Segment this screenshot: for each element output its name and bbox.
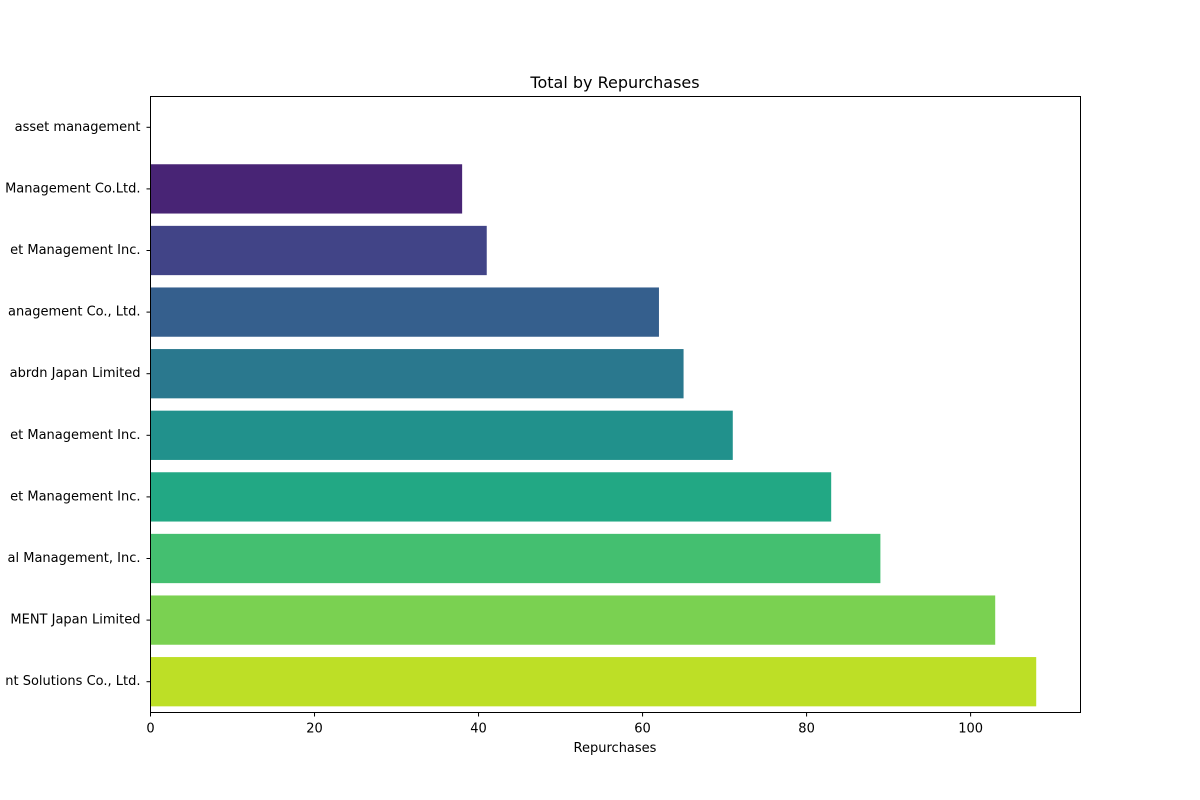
y-tick-label: MENT Japan Limited (10, 613, 140, 628)
y-tick-label: et Management Inc. (10, 428, 140, 443)
bar (150, 410, 733, 460)
bar (150, 164, 463, 214)
bar (150, 287, 659, 337)
x-tick-label: 0 (146, 722, 154, 737)
y-tick-label: Management Co.Ltd. (5, 181, 140, 196)
x-tick-label: 40 (470, 722, 487, 737)
x-axis-ticks: 0 20 40 60 80 100 (146, 712, 983, 737)
x-tick-label: 20 (306, 722, 323, 737)
y-tick-label: anagement Co., Ltd. (8, 305, 140, 320)
bar (150, 472, 832, 522)
bar (150, 595, 996, 645)
x-tick-label: 80 (798, 722, 815, 737)
chart-title: Total by Repurchases (529, 73, 699, 92)
plot-frame (150, 96, 1081, 713)
x-tick-label: 60 (634, 722, 651, 737)
y-tick-label: al Management, Inc. (8, 551, 141, 566)
bar (150, 225, 487, 276)
y-axis-ticks: asset management Management Co.Ltd. et Man… (5, 120, 151, 689)
bar (150, 657, 1037, 707)
x-tick-label: 100 (958, 722, 983, 737)
bar (150, 533, 881, 584)
x-axis-title: Repurchases (574, 741, 657, 756)
bars-group (150, 164, 1037, 707)
y-tick-label: abrdn Japan Limited (10, 366, 141, 381)
y-tick-label: nt Solutions Co., Ltd. (5, 674, 140, 689)
y-tick-label: asset management (15, 120, 141, 135)
y-tick-label: et Management Inc. (10, 489, 140, 504)
y-tick-label: et Management Inc. (10, 243, 140, 258)
bar (150, 349, 684, 399)
